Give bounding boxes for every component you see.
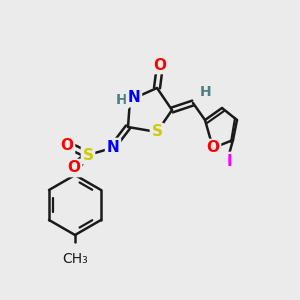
Text: N: N [128,91,140,106]
Text: O: O [206,140,220,155]
Text: S: S [152,124,163,140]
Text: S: S [82,148,94,163]
Text: H: H [200,85,212,99]
Text: CH₃: CH₃ [62,252,88,266]
Text: O: O [154,58,166,73]
Text: I: I [226,154,232,169]
Text: N: N [106,140,119,154]
Text: H: H [116,93,128,107]
Text: O: O [68,160,80,175]
Text: O: O [61,137,74,152]
